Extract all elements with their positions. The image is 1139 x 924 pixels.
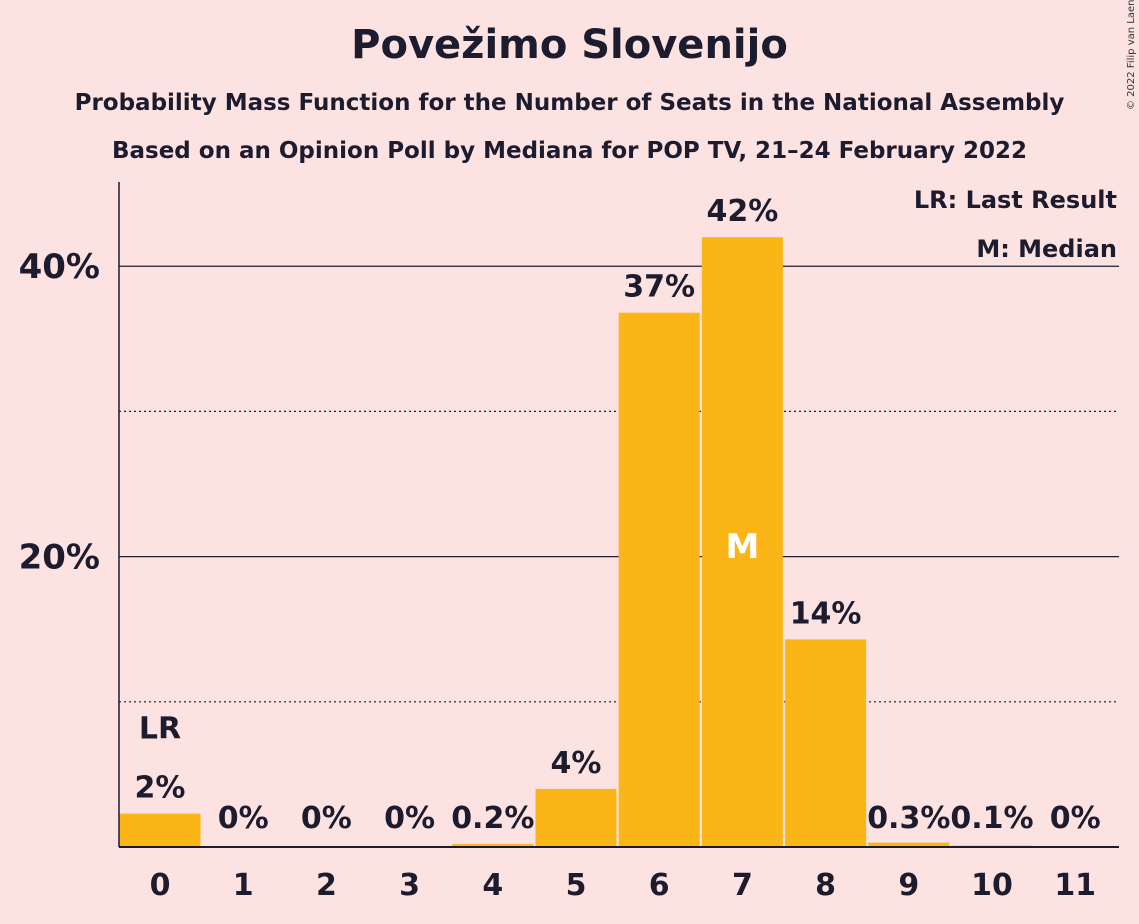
- x-tick-label: 7: [732, 868, 753, 903]
- bar-6: [618, 312, 700, 847]
- data-label: 0%: [301, 801, 352, 836]
- data-label: 0.3%: [867, 801, 950, 836]
- x-tick-label: 1: [233, 868, 254, 903]
- chart-subtitle: Probability Mass Function for the Number…: [74, 90, 1065, 116]
- x-tick-label: 0: [150, 868, 171, 903]
- data-label: 0%: [1050, 801, 1101, 836]
- chart-source-note: Based on an Opinion Poll by Mediana for …: [111, 138, 1028, 164]
- bar-8: [785, 639, 867, 847]
- data-label: 0.1%: [950, 801, 1033, 836]
- median-marker: M: [725, 527, 759, 567]
- x-tick-label: 10: [971, 868, 1013, 903]
- bar-5: [535, 788, 617, 847]
- chart-title: Povežimo Slovenijo: [351, 22, 788, 68]
- x-tick-label: 4: [482, 868, 503, 903]
- x-tick-label: 8: [815, 868, 836, 903]
- last-result-marker: LR: [139, 712, 181, 747]
- data-label: 2%: [135, 771, 186, 806]
- legend-median: M: Median: [976, 235, 1117, 263]
- x-tick-label: 9: [898, 868, 919, 903]
- bar-7: [701, 237, 783, 847]
- data-label: 0%: [218, 801, 269, 836]
- data-label: 42%: [706, 194, 778, 229]
- x-tick-label: 5: [566, 868, 587, 903]
- data-label: 4%: [551, 746, 602, 781]
- data-label: 0%: [384, 801, 435, 836]
- data-label: 37%: [623, 270, 695, 305]
- bar-4: [452, 844, 534, 847]
- y-tick-label: 20%: [19, 538, 100, 578]
- legend-last-result: LR: Last Result: [914, 186, 1117, 214]
- bar-9: [868, 842, 950, 847]
- data-label: 0.2%: [451, 801, 534, 836]
- bar-0: [119, 813, 201, 847]
- x-tick-label: 11: [1054, 868, 1096, 903]
- x-tick-label: 2: [316, 868, 337, 903]
- x-tick-label: 6: [649, 868, 670, 903]
- y-tick-label: 40%: [19, 247, 100, 287]
- data-label: 14%: [790, 596, 862, 631]
- x-tick-label: 3: [399, 868, 420, 903]
